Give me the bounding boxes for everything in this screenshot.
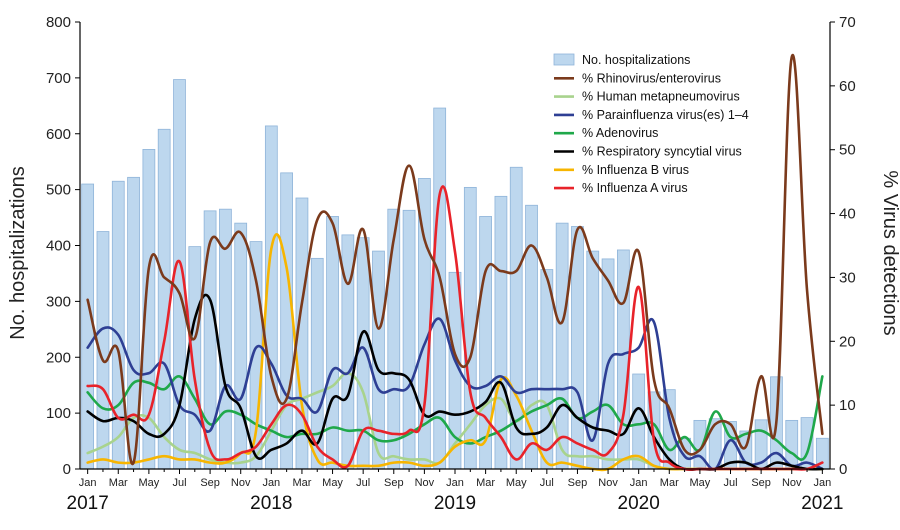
x-tick-label: Jul xyxy=(356,477,370,489)
x-tick-label: Nov xyxy=(598,477,618,489)
y-tick-label-right: 50 xyxy=(839,142,856,159)
y-tick-label-left: 200 xyxy=(46,349,71,366)
legend-label: % Parainfluenza virus(es) 1–4 xyxy=(582,108,749,122)
legend-label: % Influenza A virus xyxy=(582,181,688,195)
x-year-label: 2020 xyxy=(618,493,660,514)
bar xyxy=(571,226,584,470)
x-year-label: 2019 xyxy=(434,493,476,514)
series-line xyxy=(86,53,824,466)
x-tick-label: Jul xyxy=(723,477,737,489)
bar xyxy=(188,246,202,470)
legend-label: % Respiratory syncytial virus xyxy=(582,145,742,159)
x-tick-label: May xyxy=(138,477,159,489)
y-tick-label-right: 30 xyxy=(839,269,856,286)
bar xyxy=(157,128,171,470)
y-tick-label-right: 20 xyxy=(839,333,856,350)
x-tick-label: Nov xyxy=(415,477,435,489)
bar xyxy=(280,172,294,470)
x-tick-label: Jul xyxy=(540,477,554,489)
x-tick-label: Jul xyxy=(172,477,186,489)
legend: No. hospitalizations % Rhinovirus/enterov… xyxy=(553,53,749,195)
bar xyxy=(234,222,248,470)
bar xyxy=(111,180,125,470)
y-tick-label-left: 0 xyxy=(63,461,71,478)
y-tick-label-left: 600 xyxy=(46,126,71,143)
x-tick-label: Jan xyxy=(262,477,280,489)
x-tick-label: Nov xyxy=(231,477,251,489)
x-tick-label: Jan xyxy=(813,477,831,489)
x-tick-label: Jan xyxy=(79,477,97,489)
x-tick-label: Nov xyxy=(782,477,802,489)
x-tick-label: Mar xyxy=(109,477,128,489)
y-tick-label-right: 60 xyxy=(839,78,856,95)
bar xyxy=(433,107,447,470)
x-tick-label: May xyxy=(690,477,711,489)
legend-label: % Rhinovirus/enterovirus xyxy=(582,71,721,85)
bar xyxy=(463,186,477,470)
legend-swatch-bar xyxy=(553,53,575,66)
y-axis-title-right: % Virus detections xyxy=(879,170,900,335)
y-tick-label-left: 300 xyxy=(46,293,71,310)
x-year-label: 2017 xyxy=(67,493,109,514)
x-tick-label: May xyxy=(322,477,343,489)
legend-label: % Human metapneumovirus xyxy=(582,90,740,104)
bar xyxy=(555,222,569,470)
axes: 0 100 200 300 400 500 600 700 800 0 10 20 30 40 50 60 70… xyxy=(46,14,856,514)
legend-label: No. hospitalizations xyxy=(582,53,690,67)
x-tick-label: Sep xyxy=(384,477,404,489)
y-tick-label-right: 70 xyxy=(839,14,856,31)
x-tick-label: Mar xyxy=(292,477,311,489)
x-tick-label: Jan xyxy=(630,477,648,489)
y-tick-label-right: 10 xyxy=(839,397,856,414)
x-year-label: 2018 xyxy=(250,493,292,514)
y-tick-label-left: 400 xyxy=(46,238,71,255)
bar xyxy=(800,417,814,470)
x-tick-label: Sep xyxy=(568,477,588,489)
y-tick-label-right: 0 xyxy=(839,461,847,478)
y-axis-title-left: No. hospitalizations xyxy=(7,166,29,339)
bar xyxy=(81,183,95,470)
x-tick-label: Sep xyxy=(200,477,220,489)
series-line xyxy=(86,317,824,471)
x-tick-label: Jan xyxy=(446,477,464,489)
y-tick-label-left: 700 xyxy=(46,70,71,87)
y-tick-label-left: 800 xyxy=(46,14,71,31)
bar xyxy=(540,269,554,470)
y-tick-label-left: 500 xyxy=(46,182,71,199)
x-tick-label: Mar xyxy=(660,477,679,489)
legend-label: % Adenovirus xyxy=(582,126,658,140)
y-tick-label-right: 40 xyxy=(839,206,856,223)
y-tick-label-left: 100 xyxy=(46,405,71,422)
bar-series xyxy=(81,79,829,470)
x-year-label: 2021 xyxy=(801,493,843,514)
bar xyxy=(326,216,339,470)
bar xyxy=(387,208,401,470)
x-tick-label: Mar xyxy=(476,477,495,489)
bar xyxy=(632,373,646,470)
legend-label: % Influenza B virus xyxy=(582,163,689,177)
x-tick-label: May xyxy=(506,477,527,489)
x-tick-label: Sep xyxy=(751,477,771,489)
